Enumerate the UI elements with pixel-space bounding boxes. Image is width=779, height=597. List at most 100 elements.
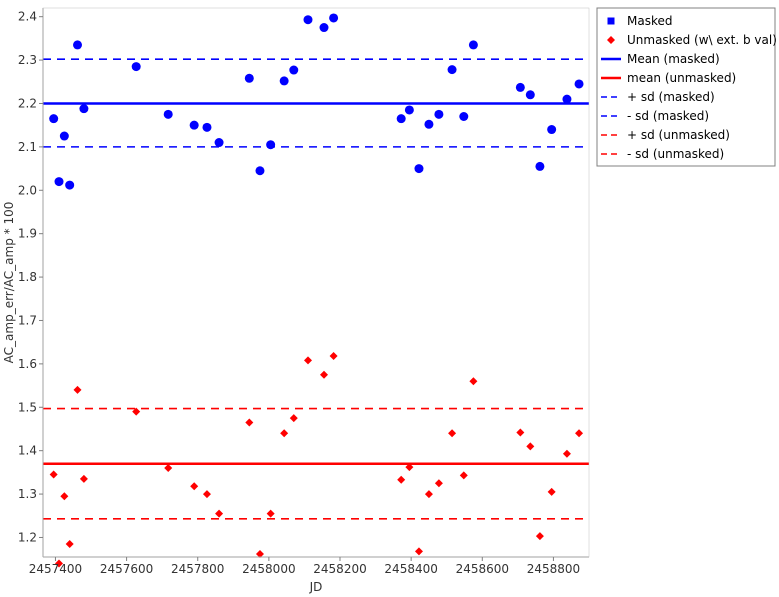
masked-point-30 [547,125,557,135]
x-tick-label-6: 2458600 [456,562,509,576]
masked-point-1 [54,177,64,187]
masked-point-3 [65,180,75,190]
plot-border [42,7,590,558]
y-tick-label-12: 2.4 [18,10,37,24]
y-tick-label-6: 1.8 [18,270,37,284]
masked-point-6 [131,62,141,72]
unmasked-point-23 [434,479,443,488]
x-tick-label-3: 2458000 [242,562,295,576]
masked-point-17 [319,23,329,33]
masked-point-24 [447,65,457,75]
y-tick-label-3: 1.5 [18,400,37,414]
legend-label-7: - sd (unmasked) [627,147,724,161]
masked-point-29 [535,161,545,171]
unmasked-point-14 [280,429,289,438]
unmasked-point-6 [132,407,141,416]
masked-point-12 [255,166,265,176]
legend-label-6: + sd (unmasked) [627,128,730,142]
legend-label-0: Masked [627,14,672,28]
legend-box [596,7,776,167]
unmasked-point-21 [414,547,423,556]
unmasked-point-11 [245,418,254,427]
y-tick-label-2: 1.4 [18,444,37,458]
masked-point-10 [214,138,224,148]
unmasked-point-0 [49,470,58,479]
y-tick-label-4: 1.6 [18,357,37,371]
reference-lines [43,58,589,520]
legend-label-2: Mean (masked) [627,52,720,66]
y-axis-title: AC_amp_err/AC_amp * 100 [2,202,16,364]
masked-point-22 [424,119,434,129]
unmasked-point-30 [547,487,556,496]
unmasked-point-24 [448,429,457,438]
unmasked-point-2 [60,492,69,501]
unmasked-point-25 [459,471,468,480]
masked-point-31 [562,94,572,104]
y-tick-label-10: 2.2 [18,96,37,110]
legend-symbol-masked [607,17,615,25]
masked-point-25 [459,111,469,121]
x-axis-title: JD [309,580,323,594]
unmasked-point-15 [289,414,298,423]
masked-point-15 [289,65,299,75]
unmasked-point-10 [215,509,224,518]
y-tick-label-5: 1.7 [18,313,37,327]
masked-point-7 [163,109,173,119]
data-markers [49,13,584,568]
masked-point-26 [468,40,478,50]
unmasked-point-1 [55,559,64,568]
legend-label-4: + sd (masked) [627,90,715,104]
unmasked-point-19 [397,475,406,484]
legend-label-1: Unmasked (w\ ext. b val) [627,33,777,47]
unmasked-point-22 [424,490,433,499]
masked-point-28 [525,90,535,100]
masked-point-27 [515,82,525,92]
masked-point-23 [434,109,444,119]
masked-point-18 [329,13,339,23]
x-tick-label-5: 2458400 [384,562,437,576]
y-tick-label-8: 2.0 [18,183,37,197]
unmasked-point-17 [320,370,329,379]
unmasked-point-28 [526,442,535,451]
masked-point-11 [244,73,254,83]
unmasked-point-20 [405,463,414,472]
masked-point-32 [574,79,584,89]
unmasked-point-4 [73,385,82,394]
y-tick-label-0: 1.2 [18,530,37,544]
masked-point-16 [303,15,313,25]
y-tick-label-7: 1.9 [18,227,37,241]
y-tick-label-1: 1.3 [18,487,37,501]
unmasked-point-12 [255,549,264,558]
plot-background [43,8,589,557]
x-tick-label-0: 2457400 [29,562,82,576]
unmasked-point-26 [469,377,478,386]
legend-label-5: - sd (masked) [627,109,709,123]
y-tick-label-11: 2.3 [18,53,37,67]
masked-point-4 [73,40,83,50]
masked-point-0 [49,114,59,124]
masked-point-20 [404,105,414,115]
unmasked-point-8 [190,482,199,491]
legend-symbol-unmasked [607,36,615,44]
unmasked-point-5 [79,474,88,483]
masked-point-13 [266,140,276,150]
unmasked-point-18 [329,352,338,361]
unmasked-point-27 [516,428,525,437]
x-tick-label-2: 2457800 [171,562,224,576]
x-tick-label-4: 2458200 [313,562,366,576]
masked-point-21 [414,164,424,174]
unmasked-point-16 [303,356,312,365]
x-tick-label-1: 2457600 [100,562,153,576]
x-tick-label-7: 2458800 [527,562,580,576]
masked-point-8 [189,120,199,130]
unmasked-point-31 [562,449,571,458]
unmasked-point-29 [535,532,544,541]
plot-area [43,8,589,557]
axes: 1.2 1.3 1.4 1.5 1.6 1.7 1.8 1.9 2.0 2.1 2.2 2.3 2.4 2… [18,7,590,576]
masked-point-14 [279,76,289,86]
masked-point-19 [396,114,406,124]
unmasked-point-13 [266,509,275,518]
unmasked-point-7 [164,464,173,473]
legend: Masked Unmasked (w\ ext. b val) Mean (mask… [596,7,777,167]
